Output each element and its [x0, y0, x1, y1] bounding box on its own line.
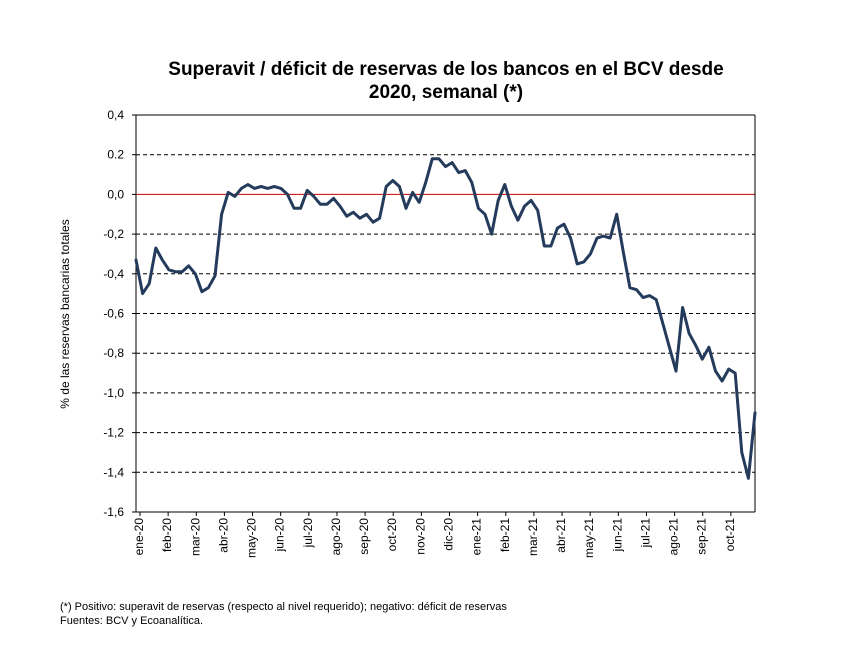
y-tick-label: -1,6	[103, 505, 124, 519]
x-tick-label: may-21	[582, 518, 596, 558]
y-tick-label: -1,0	[103, 386, 124, 400]
x-tick-label: mar-21	[526, 518, 540, 556]
footnote-sources: Fuentes: BCV y Ecoanalítica.	[60, 615, 204, 627]
x-tick-label: may-20	[245, 518, 259, 558]
y-tick-label: 0,0	[107, 187, 124, 201]
x-tick-label: jul-21	[638, 518, 652, 549]
x-tick-label: dic-20	[442, 518, 456, 551]
x-tick-label: feb-21	[498, 518, 512, 552]
x-tick-label: abr-21	[554, 518, 568, 553]
x-tick-label: nov-20	[413, 518, 427, 555]
x-tick-label: jun-21	[610, 518, 624, 553]
x-tick-label: oct-20	[385, 518, 399, 552]
x-tick-label: mar-20	[188, 518, 202, 556]
y-tick-label: -0,4	[103, 267, 124, 281]
x-tick-labels: ene-20 feb-20 mar-20 abr-20 may-20 jun-20 jul-…	[132, 518, 737, 558]
chart-title: Superavit / déficit de reservas de los b…	[136, 58, 756, 104]
x-tick-label: jun-20	[273, 518, 287, 553]
y-tick-labels: 0,4 0.2 0,0 -0,2 -0,4 -0,6 -0,8 -1,0 -1,2 -1,4 -1,…	[103, 108, 124, 519]
series-group	[134, 157, 757, 480]
axes	[132, 114, 756, 516]
x-tick-label: feb-20	[160, 518, 174, 552]
y-tick-label: 0.2	[107, 148, 124, 162]
x-tick-label: ene-21	[470, 518, 484, 556]
x-tick-label: ago-20	[329, 518, 343, 556]
chart-title-line-1: Superavit / déficit de reservas de los b…	[168, 59, 724, 80]
x-tick-label: sep-20	[357, 518, 371, 555]
grid-lines	[136, 154, 755, 473]
x-tick-label: abr-20	[216, 518, 230, 553]
x-tick-label: jul-20	[301, 518, 315, 549]
series-line	[134, 157, 757, 480]
x-tick-label: ago-21	[667, 518, 681, 556]
y-tick-label: -1,4	[103, 465, 124, 479]
y-tick-label: -0,2	[103, 227, 124, 241]
y-tick-label: 0,4	[107, 108, 124, 122]
x-tick-label: oct-21	[723, 518, 737, 552]
footnotes: (*) Positivo: superavit de reservas (res…	[60, 600, 507, 628]
x-tick-label: sep-21	[695, 518, 709, 555]
y-tick-label: -0,6	[103, 307, 124, 321]
footnote-note: (*) Positivo: superavit de reservas (res…	[60, 601, 507, 613]
y-tick-label: -1,2	[103, 426, 124, 440]
x-tick-label: ene-20	[132, 518, 146, 556]
y-tick-label: -0,8	[103, 346, 124, 360]
chart-title-line-2: 2020, semanal (*)	[368, 82, 524, 103]
